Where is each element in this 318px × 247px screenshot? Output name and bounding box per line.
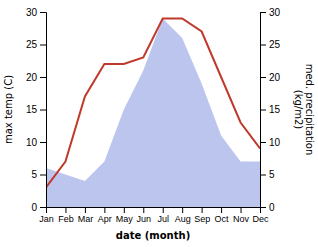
y-axis: 0 5 10 15 20 25 30	[26, 7, 47, 213]
tick: Oct	[215, 207, 230, 224]
chart: JanFebMarAprMayJunJulAugSepOctNovDec0510…	[0, 0, 318, 247]
tick: 0	[260, 202, 275, 213]
tick-label: May	[116, 214, 134, 224]
tick-label: Dec	[252, 214, 269, 224]
tick-mark	[260, 45, 266, 46]
tick-mark	[40, 175, 46, 176]
tick: Jun	[137, 207, 152, 224]
tick-label: 25	[269, 39, 281, 50]
tick-label: 15	[26, 104, 38, 115]
tick-mark	[163, 207, 164, 213]
tick-label: 20	[269, 72, 281, 83]
tick-label: Jan	[39, 214, 54, 224]
y2-axis-title-line: (kg/m2)	[293, 90, 304, 130]
tick-label: Mar	[78, 214, 94, 224]
tick: 0	[31, 202, 46, 213]
tick: Sep	[194, 207, 210, 224]
tick-mark	[40, 77, 46, 78]
tick-mark	[221, 207, 222, 213]
tick: Aug	[175, 207, 191, 224]
tick-mark	[260, 207, 266, 208]
tick: 10	[260, 137, 281, 148]
axis-line	[47, 208, 261, 214]
tick-label: Feb	[58, 214, 74, 224]
tick: 15	[26, 104, 46, 115]
tick-label: 0	[31, 202, 37, 213]
tick-label: 0	[269, 202, 275, 213]
tick-label: 20	[26, 72, 38, 83]
tick-mark	[40, 110, 46, 111]
tick-label: 10	[269, 137, 281, 148]
tick: Apr	[98, 207, 112, 224]
tick-label: 15	[269, 104, 281, 115]
tick-label: 25	[26, 39, 38, 50]
tick-mark	[124, 207, 125, 213]
axis-line	[40, 13, 47, 208]
axis-line	[261, 13, 267, 208]
tick-mark	[40, 12, 46, 13]
tick: May	[116, 207, 134, 224]
tick-mark	[260, 12, 266, 13]
tick-mark	[104, 207, 105, 213]
tick: 20	[260, 72, 281, 83]
tick-mark	[143, 207, 144, 213]
x-axis: Jan Feb Mar Apr MayJun Jul AugSep OctNovDec	[39, 207, 269, 224]
tick-label: Apr	[98, 214, 112, 224]
tick-label: Sep	[194, 214, 210, 224]
tick: Jan	[39, 207, 54, 224]
y2-axis-title-line: med. precipitation	[304, 64, 315, 156]
tick-mark	[40, 142, 46, 143]
y2-axis: 0 5 10 15 20 25 30	[260, 7, 281, 213]
tick-label: 10	[26, 137, 38, 148]
tick: Nov	[233, 207, 250, 224]
tick-mark	[40, 207, 46, 208]
precipitation-area	[46, 19, 260, 208]
tick: 30	[260, 7, 281, 18]
tick-label: Oct	[215, 214, 230, 224]
y2-axis-title: med. precipitation(kg/m2)	[293, 64, 316, 156]
tick: 5	[260, 169, 275, 180]
tick-mark	[260, 175, 266, 176]
tick-mark	[40, 45, 46, 46]
marks	[46, 19, 260, 208]
tick: 10	[26, 137, 46, 148]
tick-mark	[260, 77, 266, 78]
tick-label: 5	[269, 169, 275, 180]
tick: Dec	[252, 207, 269, 224]
tick-mark	[85, 207, 86, 213]
y-axis-title: max temp (C)	[3, 75, 14, 144]
plot: JanFebMarAprMayJunJulAugSepOctNovDec0510…	[3, 7, 315, 241]
tick-label: 30	[269, 7, 281, 18]
x-axis-title: date (month)	[116, 230, 190, 241]
tick-mark	[65, 207, 66, 213]
tick: 25	[26, 39, 46, 50]
tick-label: 30	[26, 7, 38, 18]
tick: 20	[26, 72, 46, 83]
tick-mark	[241, 207, 242, 213]
tick-label: Nov	[233, 214, 250, 224]
tick-mark	[182, 207, 183, 213]
tick-mark	[260, 110, 266, 111]
tick-label: Aug	[175, 214, 191, 224]
tick-label: 5	[31, 169, 37, 180]
tick: 25	[260, 39, 281, 50]
tick: Mar	[78, 207, 94, 224]
tick-mark	[202, 207, 203, 213]
tick: Jul	[157, 207, 169, 224]
tick: 5	[31, 169, 46, 180]
tick-label: Jul	[157, 214, 169, 224]
temperature-line	[46, 19, 260, 188]
tick: 15	[260, 104, 281, 115]
tick: Feb	[58, 207, 74, 224]
tick-label: Jun	[137, 214, 152, 224]
tick: 30	[26, 7, 46, 18]
tick-mark	[260, 142, 266, 143]
